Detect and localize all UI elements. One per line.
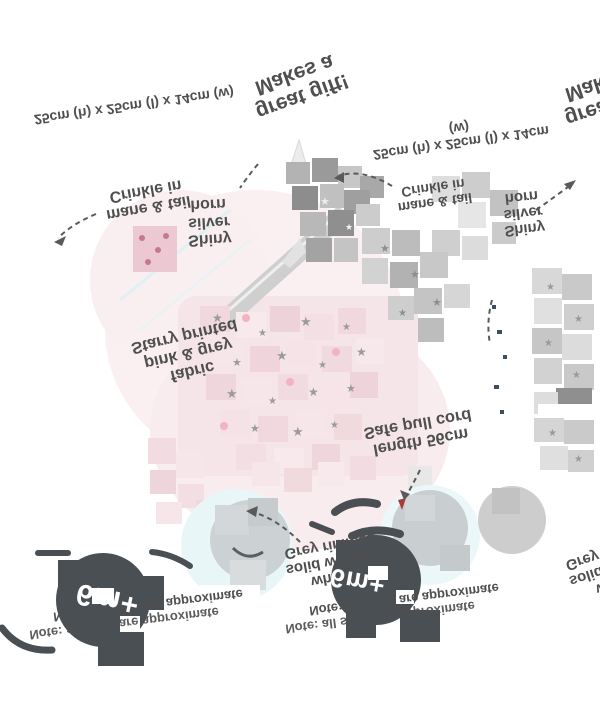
strip-arrow-icon bbox=[487, 299, 493, 345]
red-speck bbox=[398, 498, 406, 510]
age-badge-right bbox=[331, 535, 440, 642]
leg-tiles bbox=[148, 438, 432, 524]
svg-text:★: ★ bbox=[226, 387, 238, 402]
svg-text:★: ★ bbox=[268, 396, 277, 407]
svg-text:★: ★ bbox=[574, 314, 583, 325]
svg-text:★: ★ bbox=[544, 338, 553, 349]
svg-text:★: ★ bbox=[432, 296, 442, 309]
svg-text:★: ★ bbox=[300, 315, 312, 330]
svg-text:★: ★ bbox=[318, 360, 327, 371]
svg-text:★: ★ bbox=[380, 242, 390, 255]
age-badge-left bbox=[56, 553, 164, 666]
svg-text:★: ★ bbox=[330, 420, 339, 431]
starry-grey-tiles: ★ ★ ★ ★ bbox=[362, 228, 470, 342]
svg-text:★: ★ bbox=[398, 308, 407, 319]
wheel-extra bbox=[478, 486, 546, 554]
star-pattern: ★ ★ ★ ★ ★ ★ ★ ★ ★ ★ ★ ★ ★ ★ ★ bbox=[212, 311, 367, 440]
svg-text:★: ★ bbox=[250, 422, 260, 435]
arrowheads bbox=[54, 172, 576, 517]
crinkle-arrow-icon bbox=[57, 213, 97, 239]
badge-fragments bbox=[0, 498, 404, 654]
svg-text:★: ★ bbox=[342, 322, 351, 333]
svg-text:★: ★ bbox=[276, 349, 288, 364]
flower-patch bbox=[133, 226, 177, 272]
svg-text:★: ★ bbox=[356, 345, 367, 359]
gift-arrow-icon bbox=[239, 163, 259, 189]
svg-text:★: ★ bbox=[572, 370, 581, 381]
wheel-arrow-icon bbox=[251, 511, 301, 543]
svg-text:★: ★ bbox=[292, 425, 304, 440]
fabric-strip-tiles: ★ ★ ★ ★ ★ ★ bbox=[532, 268, 600, 472]
svg-text:★: ★ bbox=[345, 223, 353, 233]
shiny-horn-label: Shiny silver horn bbox=[187, 195, 233, 249]
svg-text:★: ★ bbox=[546, 282, 555, 293]
svg-text:★: ★ bbox=[232, 356, 242, 369]
svg-text:★: ★ bbox=[258, 328, 267, 339]
head-tiles bbox=[432, 172, 518, 260]
svg-text:★: ★ bbox=[320, 195, 330, 208]
svg-text:★: ★ bbox=[548, 428, 557, 439]
svg-text:★: ★ bbox=[308, 385, 319, 399]
svg-text:★: ★ bbox=[346, 382, 356, 395]
mane-tiles: ★ ★ bbox=[286, 158, 384, 262]
svg-text:★: ★ bbox=[574, 454, 583, 465]
svg-text:★: ★ bbox=[410, 268, 420, 281]
crinkle-right-arrow-icon bbox=[337, 172, 393, 187]
wheel-right bbox=[392, 490, 470, 571]
text-fragments bbox=[492, 305, 507, 414]
svg-text:★: ★ bbox=[212, 311, 223, 325]
body-tiles: ★ ★ ★ ★ ★ ★ ★ ★ ★ ★ ★ ★ ★ ★ ★ bbox=[200, 306, 384, 474]
shiny-horn-label-duplicate: Shiny silver horn bbox=[502, 186, 546, 240]
